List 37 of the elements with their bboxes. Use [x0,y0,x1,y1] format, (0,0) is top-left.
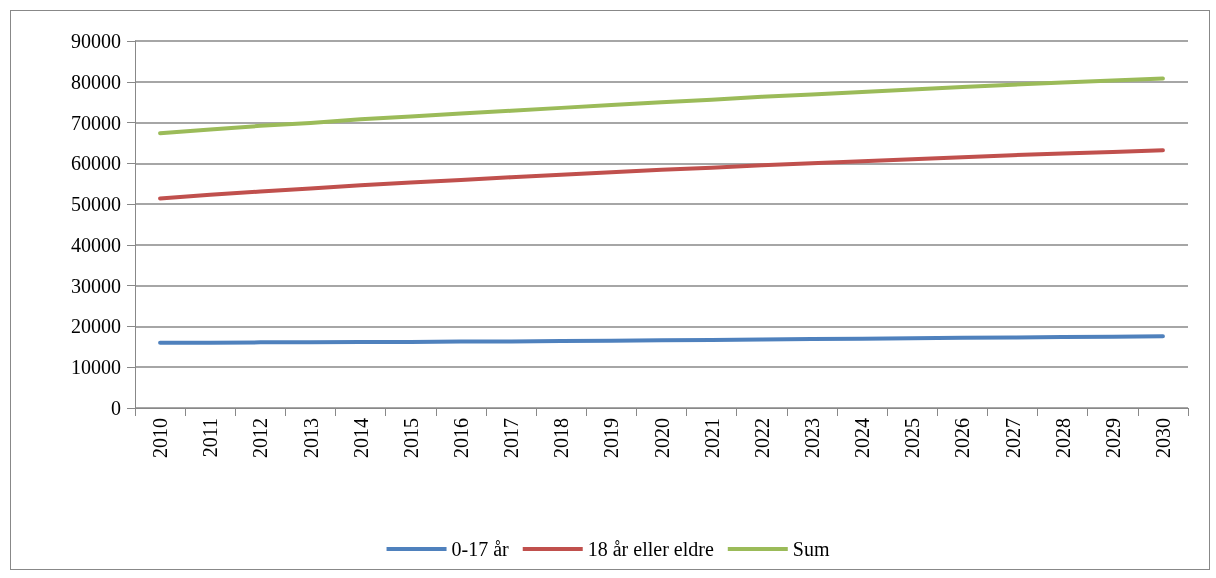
y-tick-label: 60000 [71,152,121,175]
x-tick-label: 2016 [449,418,472,458]
x-tick-label: 2011 [199,418,222,458]
legend-label: 0-17 år [451,538,510,560]
x-tick-label: 2024 [851,418,874,458]
x-tick-label: 2027 [1001,418,1024,458]
x-tick-label: 2013 [299,418,322,458]
x-tick-label: 2030 [1151,418,1174,458]
y-tick-label: 20000 [71,315,121,338]
x-tick-label: 2023 [800,418,823,458]
y-tick-label: 70000 [71,111,121,134]
x-tick-label: 2015 [399,418,422,458]
x-tick-label: 2017 [500,418,523,458]
x-tick-label: 2020 [650,418,673,458]
y-tick-label: 30000 [71,274,121,297]
y-tick-label: 50000 [71,193,121,216]
legend-label: 18 år eller eldre [587,538,714,560]
y-tick-label: 80000 [71,70,121,93]
x-tick-label: 2014 [349,418,372,458]
line-series [158,76,1165,136]
x-tick-label: 2029 [1101,418,1124,458]
y-tick-label: 0 [111,397,121,419]
legend-label: Sum [792,538,830,560]
x-tick-label: 2010 [149,418,172,458]
y-tick-label: 40000 [71,233,121,256]
line-series [158,334,1165,345]
x-tick-label: 2028 [1051,418,1074,458]
x-tick-label: 2026 [951,418,974,458]
x-tick-label: 2012 [249,418,272,458]
line-series [158,148,1165,201]
x-tick-label: 2022 [750,418,773,458]
x-tick-label: 2019 [600,418,623,458]
x-tick-label: 2021 [700,418,723,458]
x-tick-label: 2025 [901,418,924,458]
y-tick-label: 10000 [71,356,121,379]
y-tick-label: 90000 [71,30,121,52]
x-tick-label: 2018 [550,418,573,458]
